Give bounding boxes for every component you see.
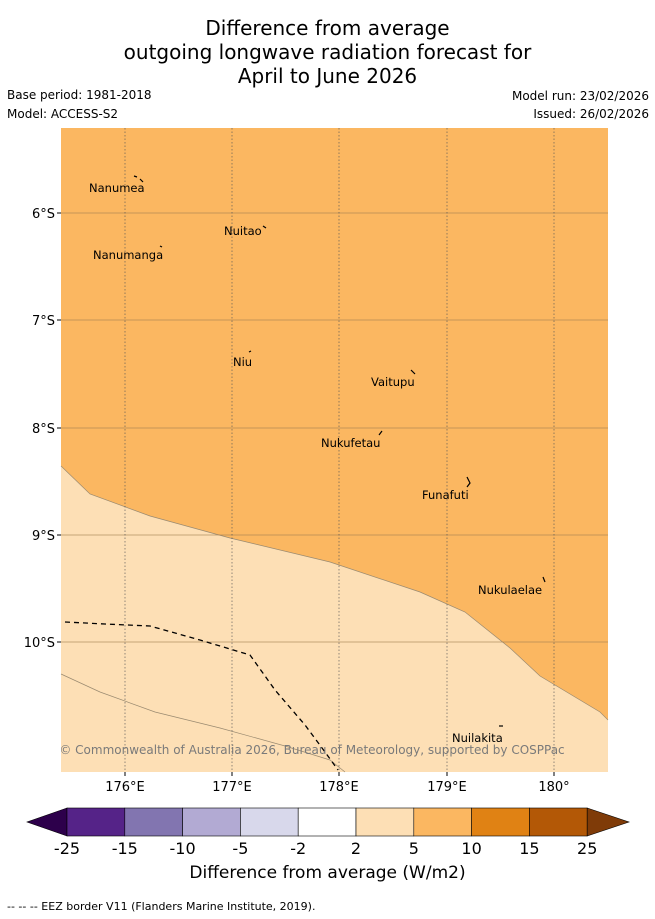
place-label: Nukufetau [321,436,380,450]
place-label: Nanumea [89,181,145,195]
colorbar-tick-label: 10 [461,839,482,858]
island-vaitupu [410,369,416,375]
colorbar [26,807,630,837]
lat-label-10s: 10°S [24,636,55,651]
place-label: Vaitupu [371,375,415,389]
island-nanumanga [159,245,163,248]
colorbar-segment [240,807,299,837]
lat-label-9s: 9°S [32,529,55,544]
model-run-label: Model run: 23/02/2026 [511,89,649,103]
title-line-2: outgoing longwave radiation forecast for [123,40,532,64]
island-nukulaelae [542,576,546,583]
place-label: Nukulaelae [478,583,542,597]
colorbar-segment [413,807,472,837]
place-label: Nanumanga [93,248,163,262]
island-nukufetau [378,430,383,436]
place-labels: Nanumea Nuitao Nanumanga Niu Vaitupu Nuk… [89,181,542,745]
island-nuitao [262,225,267,229]
colorbar-tick-label: -2 [290,839,307,858]
title-line-1: Difference from average [205,16,450,40]
colorbar-tick-label: -5 [232,839,249,858]
colorbar-segment [182,807,241,837]
island-niu [248,350,252,353]
contour-2-boundary [60,673,346,773]
latitude-gridlines [61,212,608,643]
lon-label-177e: 177°E [212,780,252,795]
colorbar-segment [529,807,588,837]
lon-label-180: 180° [538,780,569,795]
place-label: Nuilakita [452,731,503,745]
colorbar-tick-label: 5 [408,839,419,858]
eez-border [64,621,339,771]
place-label: Funafuti [422,488,469,502]
lat-label-7s: 7°S [32,314,55,329]
colorbar-labels: -25 -15 -10 -5 -2 2 5 10 15 25 [0,839,655,859]
longitude-gridlines [124,128,555,772]
lat-label-8s: 8°S [32,422,55,437]
colorbar-tick-label: -15 [111,839,138,858]
copyright-text: © Commonwealth of Australia 2026, Bureau… [59,743,564,757]
anomaly-2-5-region [61,466,608,772]
colorbar-tick-label: -25 [53,839,81,858]
colorbar-tick-label: 25 [577,839,598,858]
lon-label-179e: 179°E [427,780,467,795]
chart-title: Difference from average outgoing longwav… [0,16,655,88]
islands [133,175,546,727]
colorbar-segment [355,807,415,837]
lon-label-176e: 176°E [105,780,145,795]
lat-label-6s: 6°S [32,207,55,222]
model-label: Model: ACCESS-S2 [7,107,119,121]
colorbar-title: Difference from average (W/m2) [189,863,466,883]
colorbar-tick-label: 2 [350,839,362,858]
colorbar-segment [471,807,530,837]
colorbar-segment [66,807,126,837]
contour-5-boundary [60,465,609,721]
colorbar-over-arrow [586,807,630,837]
colorbar-tick-label: -10 [169,839,196,858]
base-period-label: Base period: 1981-2018 [7,88,152,102]
issued-label: Issued: 26/02/2026 [533,107,649,121]
lon-label-178e: 178°E [319,780,359,795]
colorbar-under-arrow [26,807,68,837]
latitude-axis: 6°S 7°S 8°S 9°S 10°S [24,207,61,651]
longitude-axis: 176°E 177°E 178°E 179°E 180° [105,772,570,795]
eez-footnote: -- -- -- EEZ border V11 (Flanders Marine… [7,900,316,913]
place-label: Niu [233,355,252,369]
island-nanumea [133,175,144,183]
place-label: Nuitao [224,224,262,238]
island-funafuti [466,476,471,488]
title-line-3: April to June 2026 [237,64,418,88]
colorbar-tick-label: 15 [519,839,540,858]
colorbar-segment [297,807,357,837]
colorbar-segment [124,807,183,837]
